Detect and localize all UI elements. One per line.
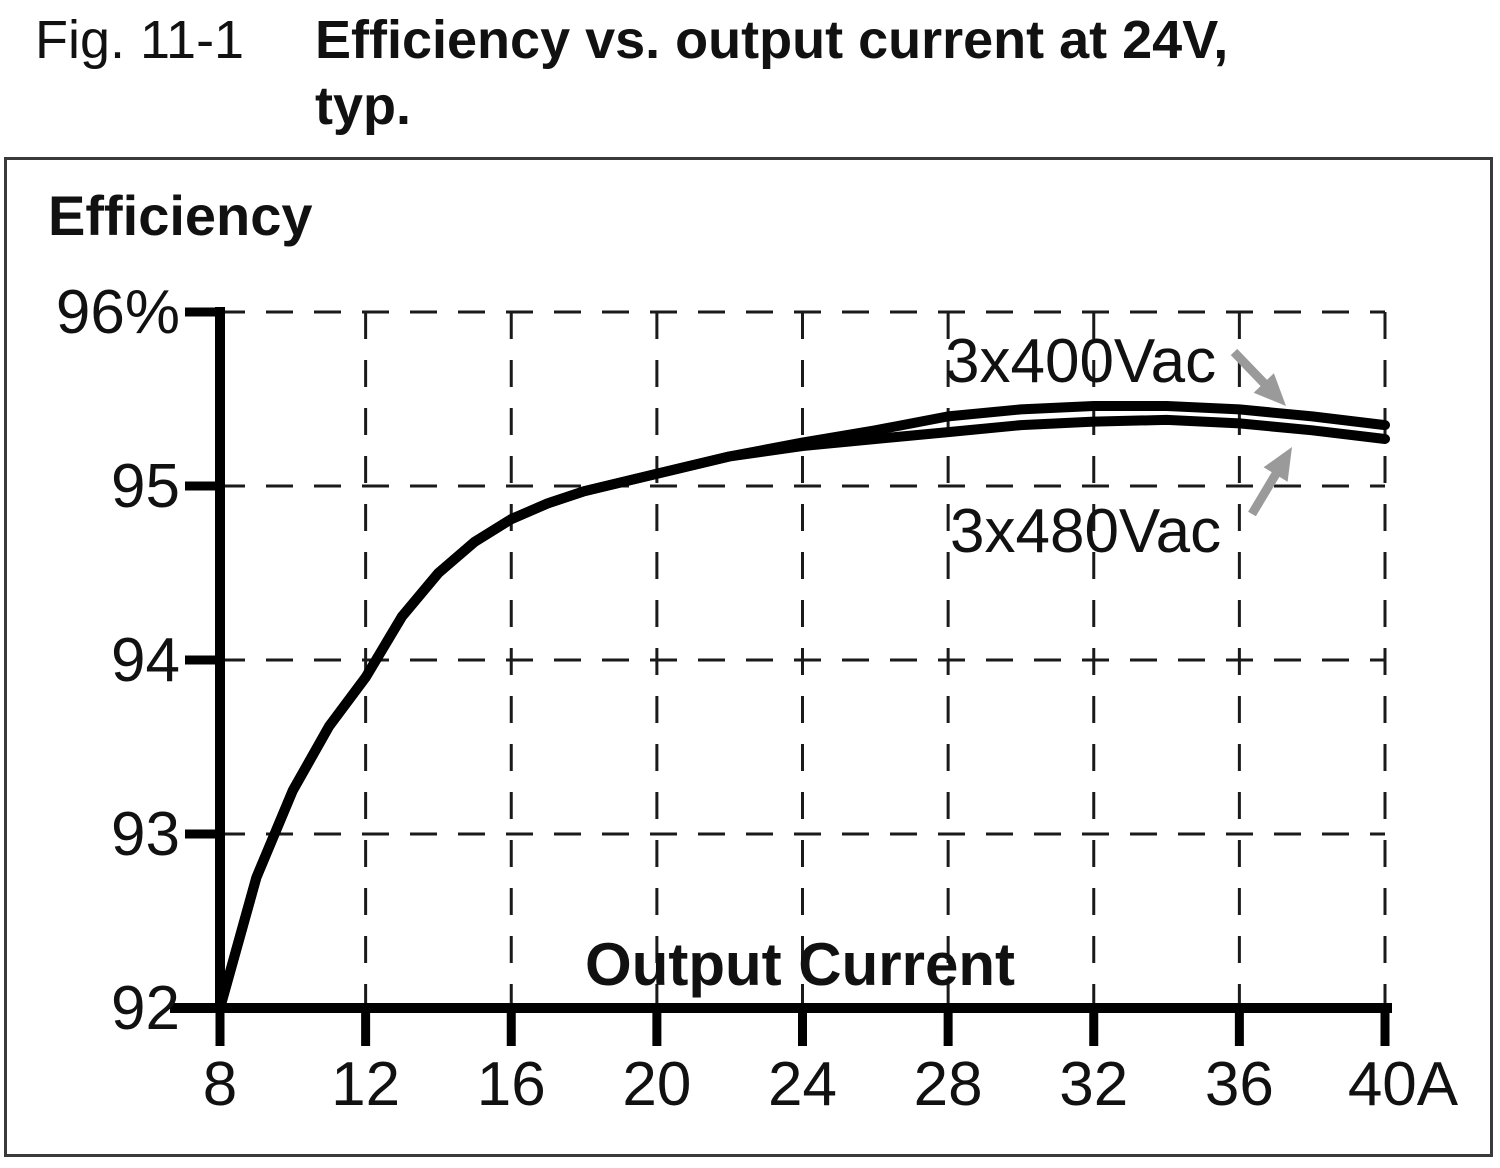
x-tick-label: 16: [477, 1050, 546, 1119]
tick-labels: 8 12 16 20 24 28 32 36 40A 96% 95 94 93 92: [56, 278, 1459, 1119]
x-tick-label: 28: [914, 1050, 983, 1119]
x-axis-label: Output Current: [585, 931, 1015, 998]
series-arrow-shaft-3x400Vac: [1230, 348, 1270, 389]
y-tick-label: 96%: [56, 278, 180, 347]
figure-title-line2: typ.: [315, 75, 412, 136]
y-tick-label: 95: [111, 452, 180, 521]
series-label-3x480Vac: 3x480Vac: [950, 497, 1221, 566]
series-label-3x400Vac: 3x400Vac: [945, 327, 1216, 396]
x-tick-label: 36: [1205, 1050, 1274, 1119]
series-curves: [215, 401, 1390, 1013]
figure-title: Efficiency vs. output current at 24V, ty…: [315, 8, 1228, 140]
gridlines: [218, 310, 1387, 1008]
figure-number: Fig. 11-1: [35, 10, 245, 70]
y-tick-label: 94: [111, 626, 180, 695]
x-tick-label: 20: [622, 1050, 691, 1119]
series-arrow-head-3x400Vac: [1253, 373, 1286, 406]
series-arrow-shaft-3x480Vac: [1248, 468, 1282, 517]
figure-title-line1: Efficiency vs. output current at 24V,: [315, 10, 1229, 70]
x-tick-label: 24: [768, 1050, 837, 1119]
figure-caption: Fig. 11-1 Efficiency vs. output current …: [35, 8, 1228, 140]
y-tick-label: 92: [111, 974, 180, 1043]
x-tick-label: 40A: [1348, 1050, 1459, 1119]
series-arrow-head-3x480Vac: [1263, 447, 1292, 482]
x-tick-label: 8: [203, 1050, 237, 1119]
y-tick-label: 93: [111, 800, 180, 869]
y-axis-title: Efficiency: [48, 184, 313, 247]
x-tick-label: 12: [331, 1050, 400, 1119]
x-tick-label: 32: [1059, 1050, 1128, 1119]
series-annotations: 3x400Vac 3x480Vac: [945, 327, 1292, 566]
chart-frame: [4, 157, 1493, 1157]
series-curve-3x400Vac: [215, 401, 1390, 1013]
